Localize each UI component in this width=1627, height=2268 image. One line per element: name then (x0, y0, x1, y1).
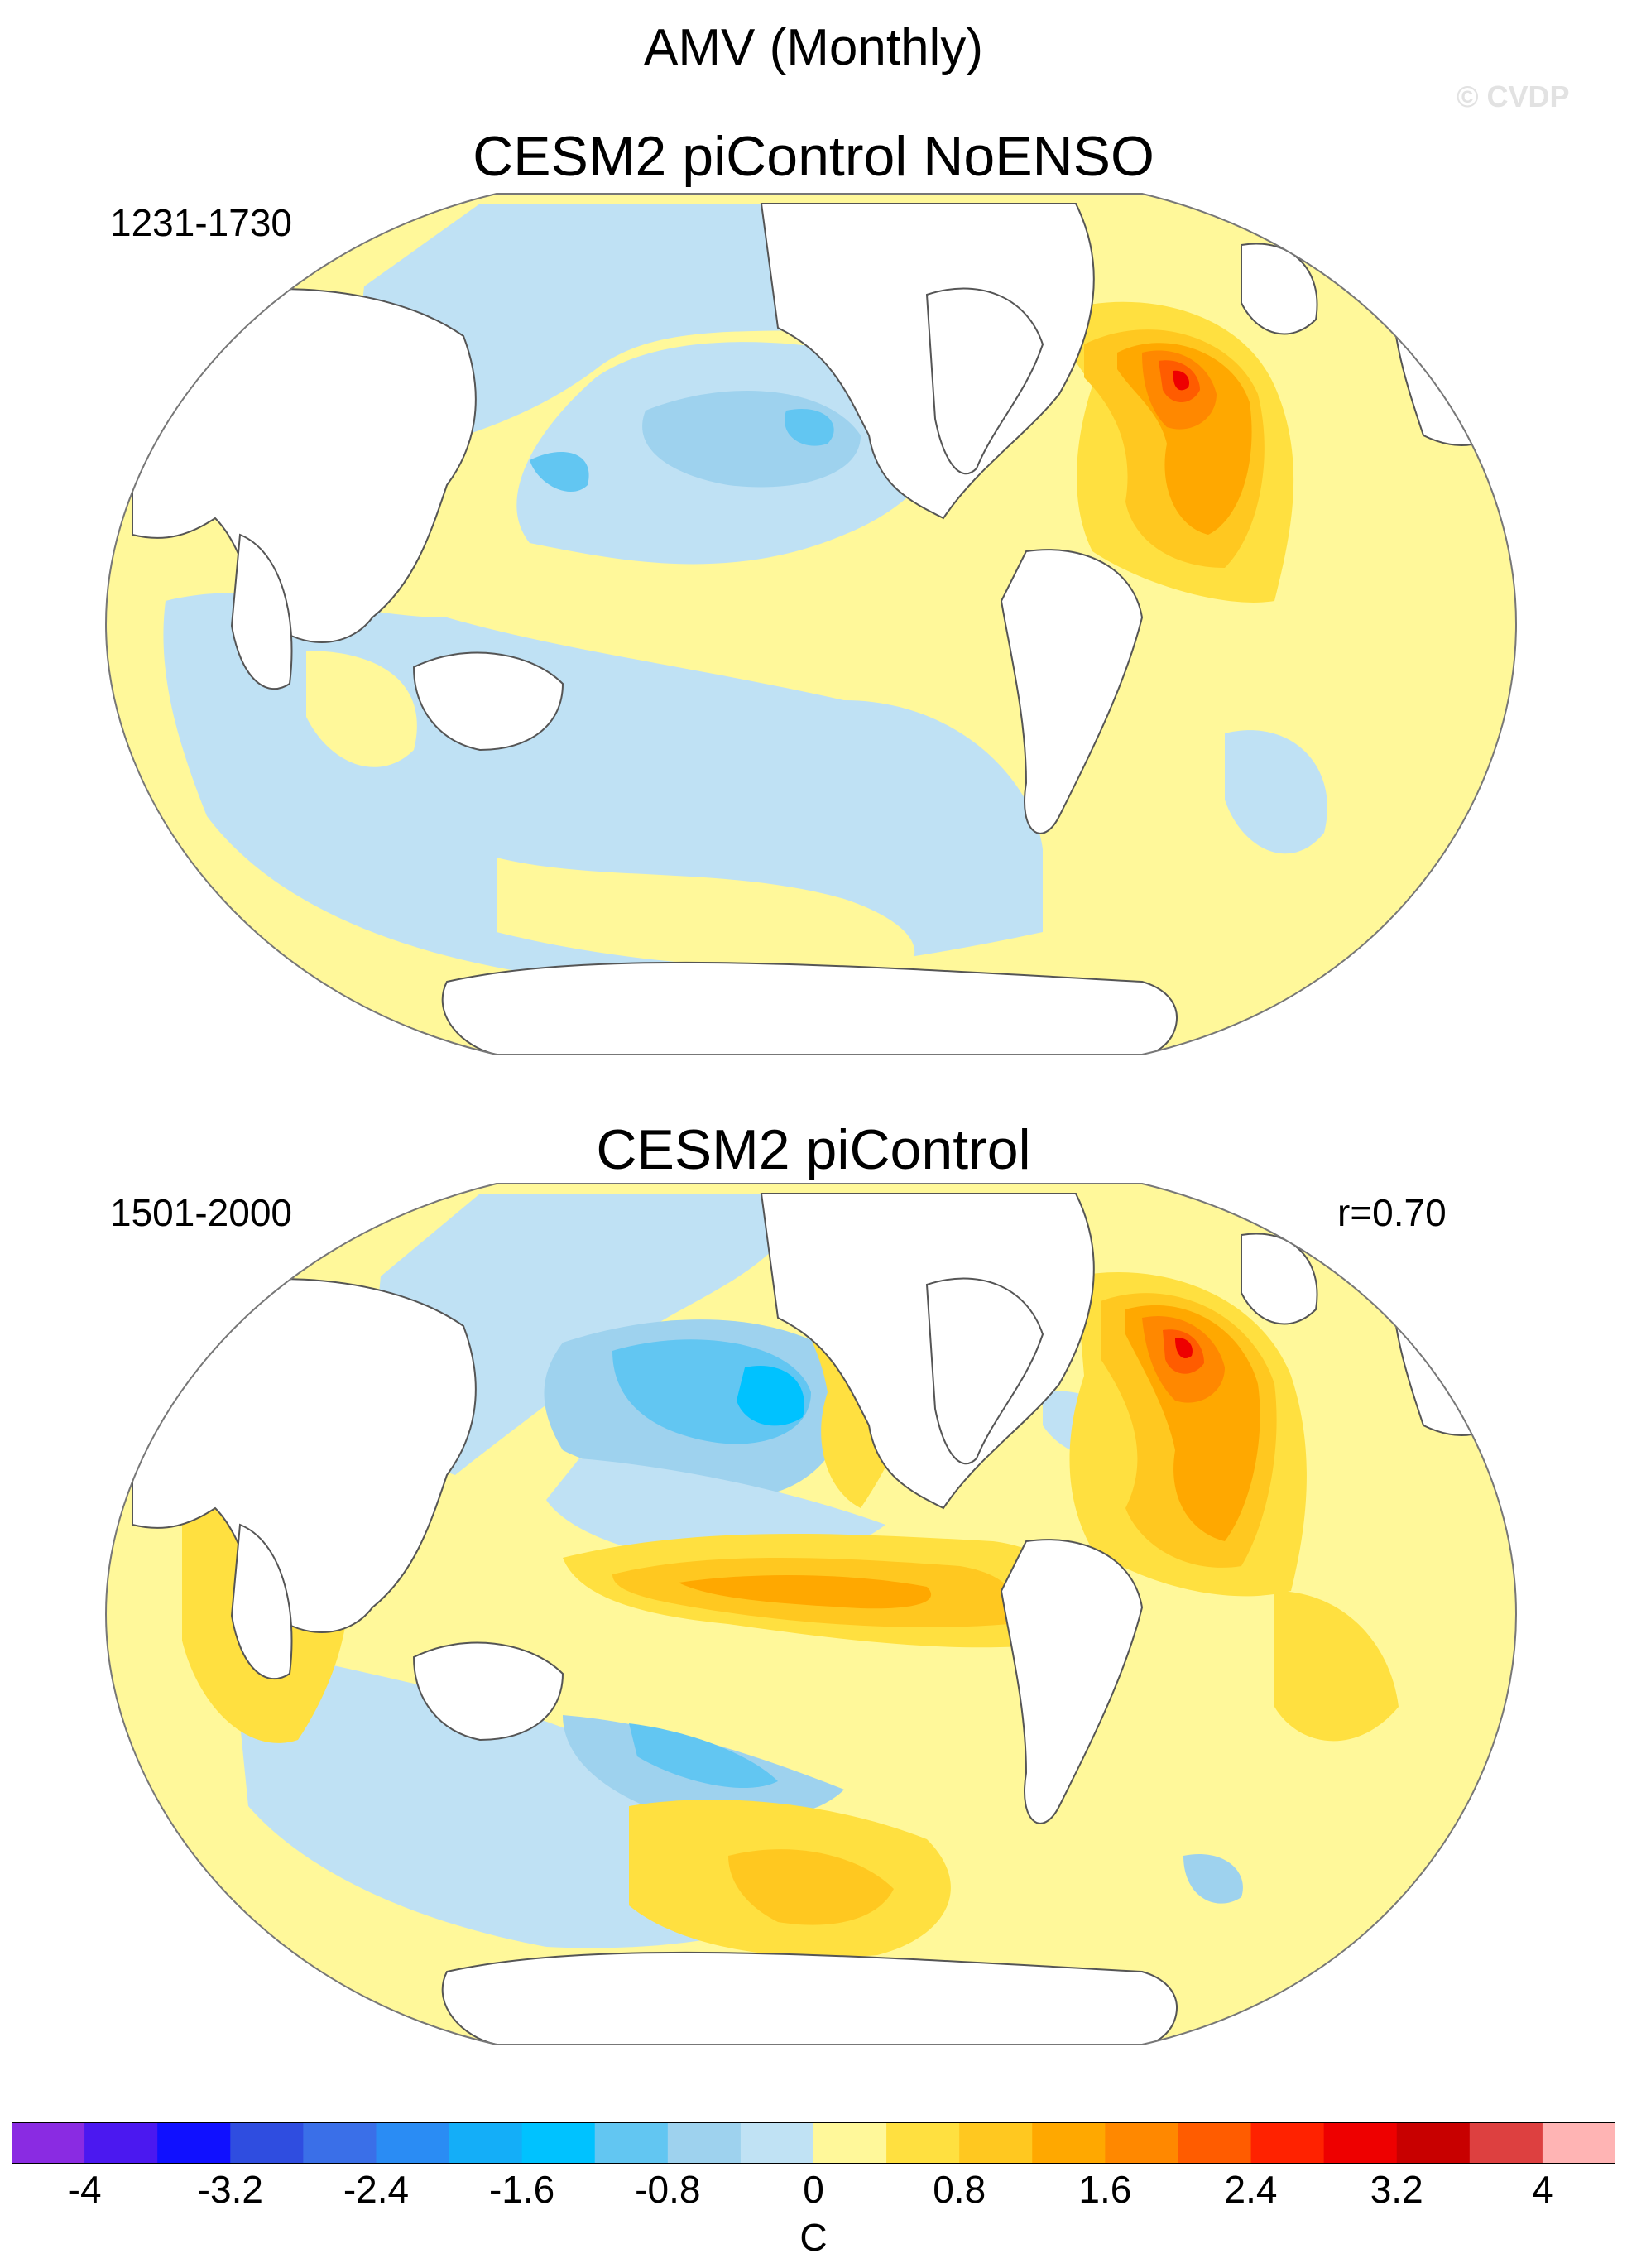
colorbar-swatch (376, 2122, 450, 2164)
antarctica-2 (441, 1951, 1178, 2045)
colorbar-swatch (1178, 2122, 1252, 2164)
kuroshio-cool-d (737, 1366, 804, 1426)
colorbar-tick-label: 0 (803, 2168, 824, 2211)
australia (412, 651, 564, 752)
north-pacific-cool-2 (364, 1194, 811, 1475)
colorbar-tick-label: -3.2 (197, 2168, 263, 2211)
north-america-interior (925, 287, 1044, 475)
figure-title: AMV (Monthly) (644, 19, 983, 76)
colorbar-tick-label: 1.6 (1078, 2168, 1132, 2211)
colorbar-swatch (959, 2122, 1033, 2164)
north-america-west-2 (760, 1193, 1095, 1510)
colorbar-tick-label: 3.2 (1370, 2168, 1423, 2211)
colorbar-swatch (449, 2122, 523, 2164)
colorbar-border (12, 2122, 1615, 2164)
south-america-2 (1000, 1539, 1144, 1824)
south-atlantic-cool (1225, 730, 1327, 854)
colorbar-swatch (667, 2122, 742, 2164)
greenland-fragment (1241, 243, 1318, 335)
colorbar (12, 2122, 1615, 2164)
colorbar-swatch (814, 2122, 887, 2164)
colorbar-swatch (740, 2122, 814, 2164)
greenland-fragment-2 (1241, 1233, 1318, 1325)
tropical-atlantic-warm (1274, 1591, 1399, 1742)
colorbar-swatch (1396, 2122, 1471, 2164)
north-atlantic-warm-6 (1173, 370, 1190, 391)
colorbar-swatch (886, 2122, 960, 2164)
panel-2-correlation: r=0.70 (1337, 1191, 1447, 1234)
japan-cool (530, 452, 589, 493)
colorbar-tick-label: -0.8 (635, 2168, 701, 2211)
panel-1-years: 1231-1730 (110, 201, 292, 244)
panel-1-title: CESM2 piControl NoENSO (473, 125, 1154, 188)
colorbar-tick-label: -1.6 (488, 2168, 555, 2211)
australia-2 (412, 1641, 564, 1742)
eurasia-west-2 (132, 1277, 477, 1633)
antarctica (441, 961, 1178, 1055)
colorbar-swatch (12, 2122, 85, 2164)
kuroshio-cool-3 (785, 409, 834, 446)
tropical-pacific-warm-3 (679, 1574, 932, 1609)
south-pacific-cool-3 (629, 1723, 778, 1789)
panel-2-years: 1501-2000 (110, 1191, 292, 1234)
south-pacific-warm-2 (728, 1849, 894, 1925)
colorbar-swatch (157, 2122, 231, 2164)
map-1-border (104, 193, 1518, 1055)
eurasia-west (132, 287, 477, 643)
south-america (1000, 549, 1144, 834)
colorbar-swatch (1105, 2122, 1178, 2164)
colorbar-tick-label: 2.4 (1224, 2168, 1278, 2211)
south-atlantic-cool-2 (1183, 1854, 1243, 1904)
colorbar-swatch (1542, 2122, 1615, 2164)
colorbar-swatch (1323, 2122, 1398, 2164)
africa-east (230, 533, 293, 690)
colorbar-swatch (230, 2122, 304, 2164)
colorbar-swatch (303, 2122, 377, 2164)
indian-ocean-warm-patch (306, 651, 417, 767)
colorbar-tick-label: -2.4 (343, 2168, 410, 2211)
panel-2-title: CESM2 piControl (596, 1118, 1031, 1181)
colorbar-swatch (84, 2122, 158, 2164)
colorbar-swatch (1250, 2122, 1325, 2164)
panel-1-map (104, 193, 1518, 1055)
north-america-west (760, 203, 1095, 520)
colorbar-tick-label: 0.8 (933, 2168, 986, 2211)
copyright-watermark: © CVDP (1457, 79, 1570, 113)
colorbar-tick-label: 4 (1532, 2168, 1553, 2211)
colorbar-swatch (1469, 2122, 1543, 2164)
southern-ocean-warm-band (497, 858, 915, 968)
north-america-interior-2 (925, 1277, 1044, 1465)
colorbar-swatch (521, 2122, 596, 2164)
map-2-border (104, 1183, 1518, 2045)
colorbar-units: C (799, 2216, 828, 2259)
africa-east-2 (230, 1523, 293, 1679)
colorbar-tick-label: -4 (67, 2168, 102, 2211)
colorbar-swatch (594, 2122, 669, 2164)
north-atlantic-warm-b6 (1175, 1338, 1193, 1359)
panel-2-map (104, 1183, 1518, 2045)
colorbar-swatch (1032, 2122, 1106, 2164)
